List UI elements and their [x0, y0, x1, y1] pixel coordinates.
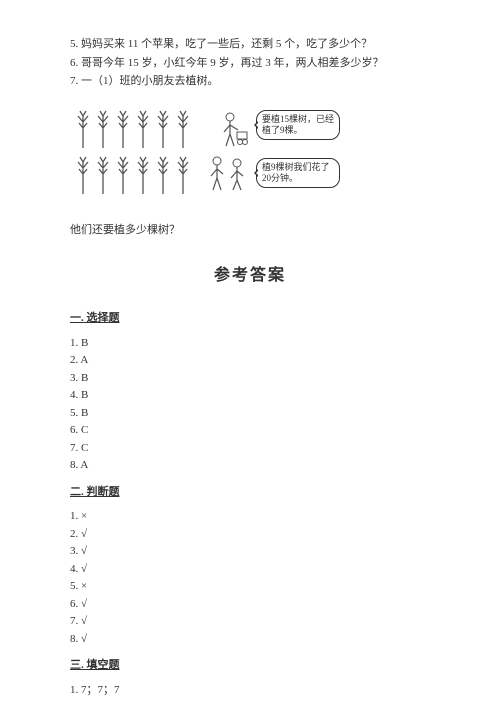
section-choice-head: 一. 选择题 — [70, 310, 430, 327]
choice-answer: 8. A — [70, 457, 430, 474]
page: 5. 妈妈买来 11 个苹果，吃了一些后，还剩 5 个，吃了多少个？ 6. 哥哥… — [0, 0, 500, 719]
question-7: 7. 一（1）班的小朋友去植树。 — [70, 73, 430, 90]
tree-icon — [136, 108, 150, 148]
judge-answer: 4. √ — [70, 561, 430, 578]
tree-icon — [176, 108, 190, 148]
judge-answer: 6. √ — [70, 596, 430, 613]
fill-answer: 1. 7；7；7 — [70, 682, 430, 699]
fill-answer-list: 1. 7；7；7 — [70, 682, 430, 699]
judge-answer: 5. × — [70, 578, 430, 595]
question-5: 5. 妈妈买来 11 个苹果，吃了一些后，还剩 5 个，吃了多少个？ — [70, 36, 430, 53]
tree-icon — [116, 108, 130, 148]
tree-icon — [76, 154, 90, 194]
children-icon — [205, 154, 253, 192]
judge-answer-list: 1. × 2. √ 3. √ 4. √ 5. × 6. √ 7. √ 8. √ — [70, 508, 430, 647]
child-planting-icon — [220, 110, 250, 148]
answers-title: 参考答案 — [70, 264, 430, 288]
section-fill-head: 三. 填空题 — [70, 657, 430, 674]
speech-bubble-top: 要植15棵树，已经植了9棵。 — [256, 110, 340, 141]
choice-answer-list: 1. B 2. A 3. B 4. B 5. B 6. C 7. C 8. A — [70, 335, 430, 474]
tree-icon — [96, 108, 110, 148]
tree-row-top — [76, 108, 190, 148]
choice-answer: 7. C — [70, 440, 430, 457]
speech-bubble-bottom: 植9棵树我们花了20分钟。 — [256, 158, 340, 189]
planting-illustration: 要植15棵树，已经植了9棵。 植9棵树我们花了20分钟。 — [70, 104, 340, 204]
choice-answer: 3. B — [70, 370, 430, 387]
judge-answer: 3. √ — [70, 543, 430, 560]
tree-row-bottom — [76, 154, 190, 194]
tree-icon — [76, 108, 90, 148]
judge-answer: 1. × — [70, 508, 430, 525]
tree-icon — [176, 154, 190, 194]
tree-icon — [136, 154, 150, 194]
choice-answer: 4. B — [70, 387, 430, 404]
choice-answer: 2. A — [70, 352, 430, 369]
judge-answer: 2. √ — [70, 526, 430, 543]
choice-answer: 6. C — [70, 422, 430, 439]
section-judge-head: 二. 判断题 — [70, 484, 430, 501]
tree-icon — [156, 108, 170, 148]
choice-answer: 5. B — [70, 405, 430, 422]
tree-icon — [156, 154, 170, 194]
followup-question: 他们还要植多少棵树？ — [70, 222, 430, 239]
judge-answer: 8. √ — [70, 631, 430, 648]
judge-answer: 7. √ — [70, 613, 430, 630]
choice-answer: 1. B — [70, 335, 430, 352]
tree-icon — [96, 154, 110, 194]
question-6: 6. 哥哥今年 15 岁，小红今年 9 岁，再过 3 年，两人相差多少岁？ — [70, 55, 430, 72]
tree-icon — [116, 154, 130, 194]
